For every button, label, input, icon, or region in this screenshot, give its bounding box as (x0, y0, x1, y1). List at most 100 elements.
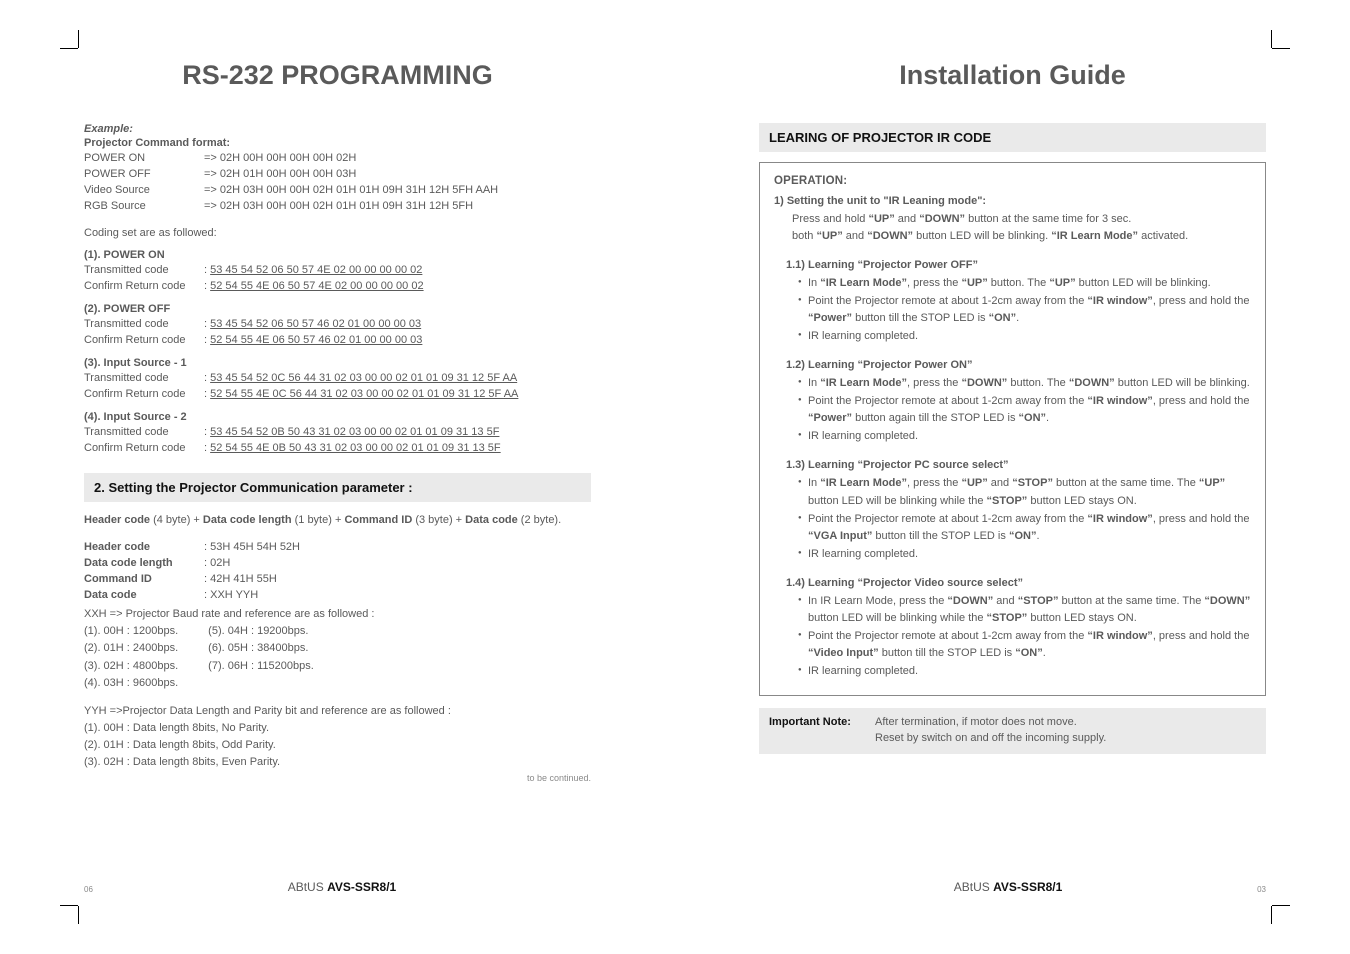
format-key: POWER OFF (84, 167, 204, 183)
code-row: Confirm Return code: 52 54 55 4E 0C 56 4… (84, 387, 591, 403)
step1-line: both “UP” and “DOWN” button LED will be … (792, 228, 1251, 245)
ir-section-heading: LEARING OF PROJECTOR IR CODE (759, 123, 1266, 152)
format-key: RGB Source (84, 199, 204, 215)
code-group-title: (1). POWER ON (84, 249, 591, 261)
formula-line: Header code (4 byte) + Data code length … (84, 512, 591, 529)
formula-part: Data code (465, 514, 518, 526)
code-val: 53 45 54 52 0B 50 43 31 02 03 00 00 02 0… (210, 425, 499, 441)
code-key: Transmitted code (84, 317, 204, 333)
code-key: Confirm Return code (84, 387, 204, 403)
substep-bullet: ●IR learning completed. (774, 328, 1251, 345)
code-val: 52 54 55 4E 06 50 57 46 02 01 00 00 00 0… (210, 333, 422, 349)
substep-bullet: ●In “IR Learn Mode”, press the “UP” and … (774, 475, 1251, 509)
substep-bullet: ●In “IR Learn Mode”, press the “DOWN” bu… (774, 375, 1251, 392)
formula-part: (1 byte) + (292, 514, 345, 526)
footer-model-text: AVS-SSR8/1 (327, 880, 396, 894)
param-row: Data code length: 02H (84, 556, 591, 572)
format-row: Video Source=> 02H 03H 00H 00H 02H 01H 0… (84, 183, 591, 199)
note-line: After termination, if motor does not mov… (875, 715, 1106, 731)
yyh-block: YYH =>Projector Data Length and Parity b… (84, 703, 591, 771)
important-note: Important Note: After termination, if mo… (759, 708, 1266, 754)
baud-item: (3). 02H : 4800bps. (84, 658, 178, 676)
bullet-icon: ● (798, 511, 808, 545)
page-number-left: 06 (84, 885, 93, 894)
footer-brand-text: ABtUS (288, 880, 327, 894)
code-key: Transmitted code (84, 371, 204, 387)
code-group-title: (3). Input Source - 1 (84, 357, 591, 369)
code-row: Transmitted code: 53 45 54 52 0B 50 43 3… (84, 425, 591, 441)
param-key: Data code (84, 588, 204, 604)
substep-bullet: ●In “IR Learn Mode”, press the “UP” butt… (774, 275, 1251, 292)
section2-heading: 2. Setting the Projector Communication p… (84, 473, 591, 502)
bullet-icon: ● (798, 393, 808, 427)
format-val: => 02H 03H 00H 00H 02H 01H 01H 09H 31H 1… (204, 199, 473, 215)
bullet-icon: ● (798, 663, 808, 680)
code-row: Confirm Return code: 52 54 55 4E 06 50 5… (84, 279, 591, 295)
bullet-icon: ● (798, 375, 808, 392)
code-row: Confirm Return code: 52 54 55 4E 0B 50 4… (84, 441, 591, 457)
format-label: Projector Command format: (84, 137, 591, 149)
bullet-text: Point the Projector remote at about 1-2c… (808, 628, 1251, 662)
code-key: Confirm Return code (84, 279, 204, 295)
formula-part: Header code (84, 514, 150, 526)
param-key: Data code length (84, 556, 204, 572)
footer-brand-right: ABtUS AVS-SSR8/1 (759, 880, 1257, 894)
substep-title: 1.4) Learning “Projector Video source se… (774, 575, 1251, 592)
bullet-icon: ● (798, 475, 808, 509)
yyh-line: (2). 01H : Data length 8bits, Odd Parity… (84, 737, 591, 754)
bullet-icon: ● (798, 293, 808, 327)
baud-item: (6). 05H : 38400bps. (208, 640, 314, 658)
note-line: Reset by switch on and off the incoming … (875, 731, 1106, 747)
footer-brand-left: ABtUS AVS-SSR8/1 (93, 880, 591, 894)
right-page: Installation Guide LEARING OF PROJECTOR … (675, 0, 1350, 954)
param-val: : 53H 45H 54H 52H (204, 540, 300, 556)
operation-box: OPERATION: 1) Setting the unit to "IR Le… (759, 162, 1266, 696)
code-key: Confirm Return code (84, 441, 204, 457)
bullet-icon: ● (798, 428, 808, 445)
code-val: 53 45 54 52 0C 56 44 31 02 03 00 00 02 0… (210, 371, 517, 387)
code-row: Transmitted code: 53 45 54 52 06 50 57 4… (84, 263, 591, 279)
formula-part: Data code length (203, 514, 292, 526)
param-val: : 02H (204, 556, 230, 572)
format-val: => 02H 01H 00H 00H 00H 03H (204, 167, 356, 183)
format-row: RGB Source=> 02H 03H 00H 00H 02H 01H 01H… (84, 199, 591, 215)
code-key: Transmitted code (84, 425, 204, 441)
bullet-text: In IR Learn Mode, press the “DOWN” and “… (808, 593, 1251, 627)
formula-part: Command ID (344, 514, 412, 526)
code-group-title: (4). Input Source - 2 (84, 411, 591, 423)
baud-note: XXH => Projector Baud rate and reference… (84, 606, 591, 623)
bullet-text: Point the Projector remote at about 1-2c… (808, 293, 1251, 327)
code-key: Transmitted code (84, 263, 204, 279)
footer-right: ABtUS AVS-SSR8/1 03 (759, 880, 1266, 894)
to-be-continued: to be continued. (84, 773, 591, 783)
footer-model-text: AVS-SSR8/1 (993, 880, 1062, 894)
bullet-text: IR learning completed. (808, 328, 918, 345)
substep-bullet: ●IR learning completed. (774, 663, 1251, 680)
code-val: 52 54 55 4E 06 50 57 4E 02 00 00 00 00 0… (210, 279, 423, 295)
param-row: Data code: XXH YYH (84, 588, 591, 604)
code-val: 52 54 55 4E 0C 56 44 31 02 03 00 00 02 0… (210, 387, 518, 403)
code-group-title: (2). POWER OFF (84, 303, 591, 315)
baud-item: (1). 00H : 1200bps. (84, 623, 178, 641)
yyh-line: (1). 00H : Data length 8bits, No Parity. (84, 720, 591, 737)
bullet-icon: ● (798, 328, 808, 345)
footer-brand-text: ABtUS (954, 880, 993, 894)
operation-heading: OPERATION: (774, 173, 1251, 191)
substep-bullet: ●Point the Projector remote at about 1-2… (774, 293, 1251, 327)
format-row: POWER OFF=> 02H 01H 00H 00H 00H 03H (84, 167, 591, 183)
code-row: Confirm Return code: 52 54 55 4E 06 50 5… (84, 333, 591, 349)
substep-title: 1.1) Learning “Projector Power OFF” (774, 257, 1251, 274)
bullet-text: In “IR Learn Mode”, press the “UP” and “… (808, 475, 1251, 509)
param-key: Header code (84, 540, 204, 556)
code-val: 53 45 54 52 06 50 57 46 02 01 00 00 00 0… (210, 317, 421, 333)
substep-bullet: ●IR learning completed. (774, 428, 1251, 445)
format-key: Video Source (84, 183, 204, 199)
param-row: Header code: 53H 45H 54H 52H (84, 540, 591, 556)
substep-bullet: ●IR learning completed. (774, 546, 1251, 563)
bullet-icon: ● (798, 593, 808, 627)
page-number-right: 03 (1257, 885, 1266, 894)
page-title-right: Installation Guide (759, 60, 1266, 91)
code-row: Transmitted code: 53 45 54 52 06 50 57 4… (84, 317, 591, 333)
format-key: POWER ON (84, 151, 204, 167)
substep-title: 1.2) Learning “Projector Power ON” (774, 357, 1251, 374)
